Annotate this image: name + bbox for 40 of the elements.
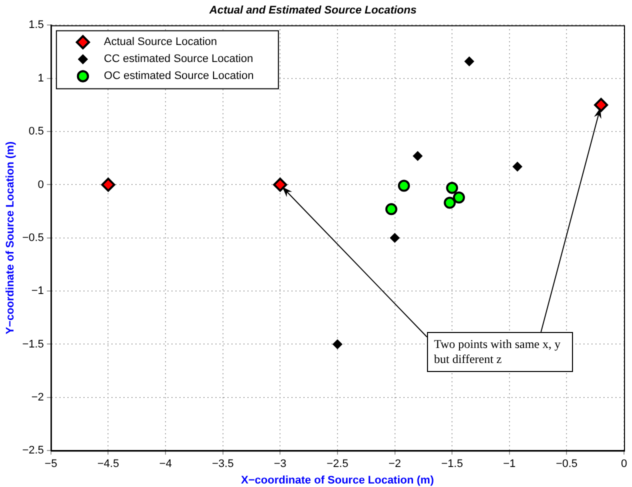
point bbox=[390, 232, 400, 243]
annotation: Two points with same x, y but different z bbox=[427, 332, 573, 372]
x-axis-title: X−coordinate of Source Location (m) bbox=[241, 474, 434, 486]
x-tick-label: −4 bbox=[159, 458, 172, 470]
point bbox=[444, 196, 456, 209]
point bbox=[398, 180, 410, 192]
x-tick-label: −2 bbox=[388, 458, 402, 470]
y-tick-label: 0.5 bbox=[28, 126, 44, 138]
x-tick-label: −1 bbox=[503, 458, 516, 470]
x-tick-label: −0.5 bbox=[556, 458, 578, 470]
legend-label: CC estimated Source Location bbox=[104, 53, 254, 66]
x-tick-label: −1.5 bbox=[441, 458, 463, 470]
legend-label: Actual Source Location bbox=[104, 36, 218, 48]
x-tick-label: −4.5 bbox=[97, 458, 120, 470]
x-tick-label: −5 bbox=[44, 458, 58, 470]
point bbox=[452, 191, 465, 204]
y-tick-label: 1 bbox=[38, 72, 44, 84]
point bbox=[446, 182, 458, 194]
legend-label: OC estimated Source Location bbox=[104, 70, 254, 82]
point bbox=[385, 203, 398, 216]
point bbox=[273, 178, 288, 192]
point bbox=[594, 98, 608, 112]
x-tick-label: −3.5 bbox=[212, 458, 234, 470]
y-tick-label: −0.5 bbox=[22, 232, 44, 244]
y-tick-label: −2 bbox=[31, 391, 44, 404]
point bbox=[512, 162, 522, 172]
chart-title: Actual and Estimated Source Locations bbox=[208, 4, 417, 17]
point bbox=[332, 339, 342, 350]
y-tick-label: 1.5 bbox=[28, 19, 44, 32]
y-tick-label: 0 bbox=[38, 178, 44, 191]
x-tick-label: −3 bbox=[274, 458, 286, 470]
y-tick-label: −2.5 bbox=[22, 444, 44, 457]
y-axis-title: Y−coordinate of Source Location (m) bbox=[4, 141, 17, 334]
x-tick-label: −2.5 bbox=[326, 458, 348, 470]
point bbox=[412, 151, 423, 162]
y-tick-label: −1 bbox=[31, 285, 44, 298]
y-tick-label: −1.5 bbox=[22, 338, 44, 350]
point bbox=[101, 178, 116, 192]
point bbox=[464, 56, 474, 66]
x-tick-label: 0 bbox=[620, 458, 628, 470]
